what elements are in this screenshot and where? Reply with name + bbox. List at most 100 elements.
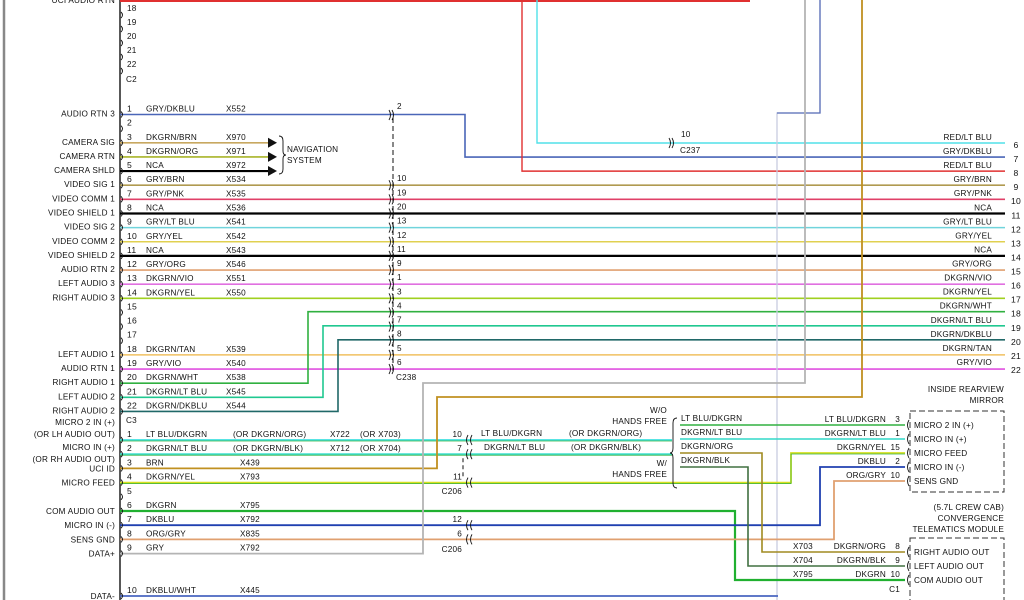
wire-color-label: NCA <box>146 203 164 212</box>
pin-bracket-icon <box>120 536 123 543</box>
pin-number: 1 <box>127 429 132 439</box>
alt-wire-label: (OR DKGRN/ORG) <box>233 430 306 439</box>
pin-number: 22 <box>127 60 137 69</box>
hands-free-label: HANDS FREE <box>612 417 667 426</box>
alt-circuit-label: (OR X704) <box>360 444 401 453</box>
pin-number: 2 <box>127 118 132 128</box>
circuit-id-label: X539 <box>226 345 246 354</box>
connector-c206-icon <box>466 519 473 531</box>
connector-label: C237 <box>680 146 701 155</box>
pin-number: 5 <box>127 486 132 496</box>
connector-c238-icon <box>388 335 394 346</box>
connector-c206-icon <box>466 434 473 446</box>
wire-color-label: GRY/VIO <box>146 359 181 368</box>
mirror-pin-number: 2 <box>895 457 900 466</box>
pin-bracket-icon <box>907 546 910 558</box>
brace-icon <box>669 417 678 489</box>
circuit-id-label: X545 <box>226 387 246 396</box>
pin-number: 6 <box>127 500 132 510</box>
wire-color-label: DKGRN/BRN <box>146 133 197 142</box>
pin-bracket-icon <box>120 139 123 147</box>
connector-c238-icon <box>388 109 394 121</box>
pin-bracket-icon <box>120 550 123 557</box>
pin-bracket-icon <box>120 224 123 231</box>
mirror-pin-number: 10 <box>890 471 900 480</box>
mirror-pin-number: 1 <box>895 429 900 438</box>
wire-color-label: DKGRN/LT BLU <box>146 444 207 453</box>
hands-free-label: W/ <box>657 459 668 468</box>
right-pin-number: 9 <box>1014 182 1019 192</box>
telematics-wire-label: DKGRN <box>855 570 886 579</box>
connector-c238-icon <box>388 208 394 219</box>
mirror-pin-function: SENS GND <box>914 477 958 486</box>
telematics-wire-label: DKGRN/BLK <box>837 556 886 565</box>
mirror-wire-label: LT BLU/DKGRN <box>825 415 886 424</box>
c238-pin-number: 19 <box>397 188 407 197</box>
connector-c238-icon <box>388 264 394 276</box>
pin-number: 19 <box>127 358 137 368</box>
pin-function-label: CAMERA SIG <box>62 138 115 147</box>
pin-number: 12 <box>127 259 137 269</box>
telematics-pin-function: COM AUDIO OUT <box>914 576 983 585</box>
pin-function-label: UCI ID <box>89 464 115 473</box>
pin-function-label: MICRO IN (+) <box>62 443 115 452</box>
pin-bracket-icon <box>120 493 123 501</box>
telematics-pin-function: RIGHT AUDIO OUT <box>914 548 990 557</box>
pin-number: 14 <box>127 287 137 297</box>
pin-function-label: VIDEO SIG 2 <box>64 223 115 232</box>
right-pin-number: 14 <box>1011 252 1021 262</box>
pin-number: 18 <box>127 344 137 354</box>
wire-color-label: GRY/PNK <box>146 189 184 198</box>
navigation-system-label: NAVIGATION <box>287 145 338 154</box>
wire-color-label: DKGRN/WHT <box>146 373 198 382</box>
right-wire-label: GRY/PNK <box>954 189 992 198</box>
right-pin-number: 12 <box>1011 224 1021 234</box>
arrow-right-icon <box>268 137 277 148</box>
pin-function-label: VIDEO COMM 1 <box>52 194 115 203</box>
circuit-id-label: X793 <box>240 473 260 482</box>
pin-bracket-icon <box>120 53 123 61</box>
mirror-wire-label: ORG/GRY <box>846 471 886 480</box>
pin-function-label: RIGHT AUDIO 3 <box>52 293 115 302</box>
pin-number: 21 <box>127 46 137 55</box>
wire-gry-dkblu <box>120 113 1005 158</box>
pin-function-label: VIDEO SIG 1 <box>64 180 115 189</box>
wire-color-label: DKGRN/VIO <box>146 274 194 283</box>
right-pin-number: 21 <box>1011 351 1021 361</box>
pin-function-label: AUDIO RTN 1 <box>61 364 115 373</box>
connector-label: C1 <box>889 585 900 594</box>
wire-color-label: GRY/LT BLU <box>146 218 195 227</box>
pin-bracket-icon <box>120 181 123 189</box>
wire-org-gry <box>120 480 905 541</box>
wire-dkgrn-wht <box>120 310 1005 384</box>
wire-color-label: GRY/BRN <box>146 175 185 184</box>
c238-pin-number: 11 <box>397 245 406 254</box>
mirror-pin-number: 3 <box>895 415 900 424</box>
pin-number: 8 <box>127 202 132 212</box>
telematics-pin-function: LEFT AUDIO OUT <box>914 562 984 571</box>
right-wire-label: DKGRN/LT BLU <box>931 316 992 325</box>
wire-color-label: GRY/DKBLU <box>146 105 195 114</box>
alt-wire-label: (OR DKGRN/BLK) <box>571 443 641 452</box>
pin-bracket-icon <box>120 379 123 387</box>
wire-dkblu-vertical <box>777 0 821 114</box>
circuit-id-label: X550 <box>226 288 246 297</box>
wire-gry <box>120 0 806 555</box>
connector-c238-icon <box>388 349 394 361</box>
pin-bracket-icon <box>120 210 123 217</box>
circuit-id-label: X542 <box>226 232 246 241</box>
circuit-id-label: X536 <box>226 203 246 212</box>
arrow-right-icon <box>268 166 277 177</box>
right-pin-number: 17 <box>1011 295 1021 305</box>
pin-number: 9 <box>127 217 132 227</box>
mirror-pin-function: MICRO FEED <box>914 449 967 458</box>
right-pin-number: 7 <box>1014 154 1019 164</box>
wire-color-label: LT BLU/DKGRN <box>481 429 542 438</box>
wire-hands-free <box>680 452 905 553</box>
pin-function-label: RIGHT AUDIO 2 <box>52 406 115 415</box>
pin-bracket-icon <box>120 196 123 203</box>
pin-number: 17 <box>127 330 137 340</box>
circuit-id-label: X543 <box>226 246 246 255</box>
